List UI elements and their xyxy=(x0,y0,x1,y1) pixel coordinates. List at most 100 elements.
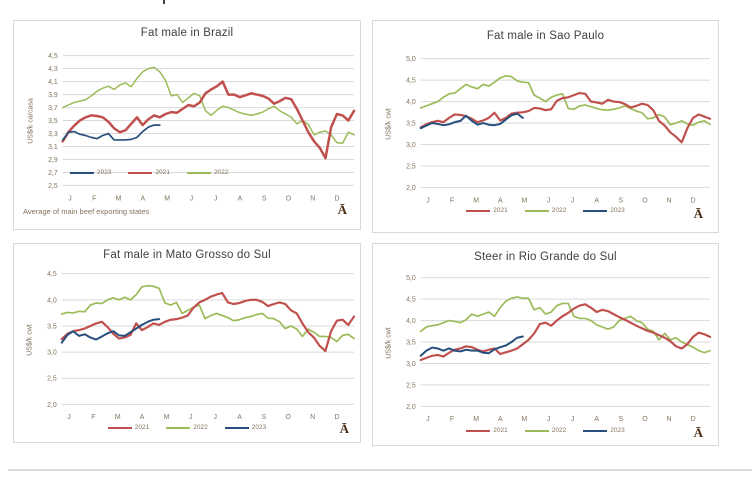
svg-text:J: J xyxy=(571,197,574,204)
legend-item: 2023 xyxy=(583,207,625,214)
svg-text:S: S xyxy=(619,197,624,204)
svg-text:4,5: 4,5 xyxy=(406,78,416,85)
chart-title: Fat male in Sao Paulo xyxy=(486,30,605,42)
svg-text:2,0: 2,0 xyxy=(47,402,57,409)
chart-title: Fat male in Brazil xyxy=(140,27,234,39)
svg-text:3,5: 3,5 xyxy=(48,118,58,125)
svg-text:4,5: 4,5 xyxy=(406,297,416,304)
svg-text:A: A xyxy=(498,416,503,423)
legend-line-swatch-blue xyxy=(224,426,249,429)
svg-text:4,0: 4,0 xyxy=(47,297,57,304)
top-edge-artifact xyxy=(163,0,165,4)
svg-text:2,9: 2,9 xyxy=(48,157,58,164)
svg-text:M: M xyxy=(473,416,479,423)
svg-text:J: J xyxy=(68,195,71,202)
svg-text:3,7: 3,7 xyxy=(48,105,58,112)
svg-text:D: D xyxy=(691,416,696,423)
svg-text:M: M xyxy=(473,197,479,204)
svg-text:M: M xyxy=(115,414,121,421)
legend-label: 2023 xyxy=(610,427,625,434)
svg-text:A: A xyxy=(141,195,146,202)
svg-text:D: D xyxy=(691,197,696,204)
svg-text:A: A xyxy=(140,414,145,421)
svg-text:3,5: 3,5 xyxy=(406,121,416,128)
legend-label: 2022 xyxy=(193,424,208,431)
svg-text:N: N xyxy=(310,195,315,202)
svg-text:A: A xyxy=(594,416,599,423)
legend-line-swatch-red xyxy=(128,171,153,174)
legend-label: 2023 xyxy=(610,207,625,214)
svg-text:M: M xyxy=(164,414,170,421)
legend-line-swatch-red xyxy=(466,209,491,212)
legend-label: 2023 xyxy=(251,424,267,431)
svg-text:4,5: 4,5 xyxy=(48,53,58,60)
svg-text:2,5: 2,5 xyxy=(406,382,416,389)
svg-text:4,0: 4,0 xyxy=(406,318,416,325)
svg-text:3,0: 3,0 xyxy=(47,350,57,357)
svg-text:4,3: 4,3 xyxy=(48,66,58,73)
legend-label: 2021 xyxy=(134,424,150,431)
svg-text:M: M xyxy=(116,195,122,202)
legend-item: 2021 xyxy=(466,427,508,434)
svg-text:5,0: 5,0 xyxy=(406,56,416,63)
chart-footnote: Average of main beef exporting states xyxy=(23,207,150,216)
svg-text:O: O xyxy=(642,197,648,204)
svg-text:F: F xyxy=(91,414,95,421)
svg-text:2,5: 2,5 xyxy=(47,376,57,383)
legend-item: 2023 xyxy=(224,424,267,431)
a-macron-watermark: Ā xyxy=(693,206,703,221)
legend-label: 2021 xyxy=(155,169,170,176)
svg-text:A: A xyxy=(594,197,599,204)
chart-panel-fat-male-sao-paulo: Fat male in Sao Paulo US$/k cwt 5,0 4,5 4,… xyxy=(372,20,719,233)
chart-legend: 2021 2022 2023 xyxy=(14,424,360,431)
legend-line-swatch-green xyxy=(166,426,191,429)
svg-text:J: J xyxy=(426,197,429,204)
svg-text:D: D xyxy=(335,195,340,202)
svg-text:F: F xyxy=(92,195,96,202)
legend-label: 2022 xyxy=(213,169,229,176)
legend-line-swatch-blue xyxy=(70,171,94,174)
svg-text:J: J xyxy=(190,195,193,202)
svg-text:M: M xyxy=(164,195,170,202)
chart-canvas: 4,5 4,3 4,1 3,9 3,7 3,5 3,3 3,1 2,9 2,7 2,5 J F M A M J J… xyxy=(48,53,356,202)
svg-text:2,0: 2,0 xyxy=(406,404,416,411)
svg-text:F: F xyxy=(450,416,454,423)
svg-text:3,3: 3,3 xyxy=(48,131,58,138)
svg-text:J: J xyxy=(547,416,550,423)
svg-text:J: J xyxy=(571,416,574,423)
legend-item: 2021 xyxy=(466,207,508,214)
svg-text:A: A xyxy=(238,195,243,202)
legend-item: 2023 xyxy=(583,427,625,434)
legend-item: 2021 xyxy=(107,424,150,431)
svg-text:2,5: 2,5 xyxy=(48,183,58,190)
svg-text:3,5: 3,5 xyxy=(47,323,57,330)
svg-text:J: J xyxy=(426,416,429,423)
legend-label: 2021 xyxy=(493,427,508,434)
svg-text:3,9: 3,9 xyxy=(48,92,58,99)
svg-text:A: A xyxy=(237,414,242,421)
chart-panel-fat-male-brazil: Fat male in Brazil US$/k carcasa 4,5 4,3 4… xyxy=(13,20,361,230)
svg-text:O: O xyxy=(286,414,292,421)
chart-title: Steer in Rio Grande do Sul xyxy=(474,251,617,263)
chart-legend: 2021 2022 2023 xyxy=(373,427,718,434)
svg-text:S: S xyxy=(262,195,267,202)
legend-line-swatch-green xyxy=(524,429,549,432)
svg-text:J: J xyxy=(213,414,216,421)
svg-text:3,5: 3,5 xyxy=(406,340,416,347)
legend-line-swatch-green xyxy=(524,209,549,212)
chart-panel-fat-male-mato-grosso-do-sul: Fat male in Mato Grosso do Sul US$/k cwt… xyxy=(13,243,361,443)
chart-canvas: 5,0 4,5 4,0 3,5 3,0 2,5 2,0 J F M A M J J A S O N D xyxy=(406,56,712,204)
svg-text:2,5: 2,5 xyxy=(406,163,416,170)
legend-line-swatch-blue xyxy=(583,429,608,432)
svg-text:N: N xyxy=(667,197,672,204)
legend-item: 2022 xyxy=(186,169,229,176)
svg-text:S: S xyxy=(619,416,624,423)
svg-text:O: O xyxy=(642,416,648,423)
svg-text:5,0: 5,0 xyxy=(406,275,416,282)
legend-label: 2022 xyxy=(551,207,567,214)
chart-canvas: 4,5 4,0 3,5 3,0 2,5 2,0 J F M A M J J A S O N D xyxy=(47,271,356,421)
a-macron-watermark: Ā xyxy=(337,202,347,217)
svg-text:2,7: 2,7 xyxy=(48,170,58,177)
chart-panel-steer-rio-grande-do-sul: Steer in Rio Grande do Sul US$/k cwt 5,0… xyxy=(372,243,719,446)
